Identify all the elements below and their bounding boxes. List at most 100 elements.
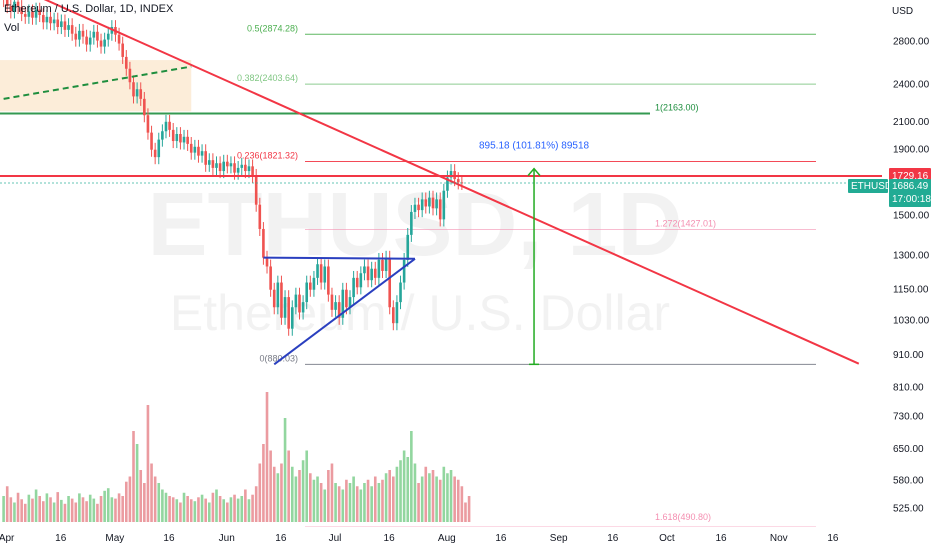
candles (3, 0, 464, 336)
volume-bar (96, 503, 99, 522)
candle-body (392, 307, 395, 324)
volume-bar (417, 483, 420, 522)
time-axis[interactable]: Apr 16 May 16 Jun 16 Jul 16 Aug 16 Sep 16 Oct 16 Nov 16 (0, 527, 932, 550)
price-tick-label: 2400.00 (893, 80, 930, 91)
volume-bar (34, 489, 38, 522)
volume-bar (233, 494, 236, 522)
watermark-name: Ethereum / U.S. Dollar (170, 285, 670, 341)
time-tick-label: Aug (438, 533, 456, 544)
trendlines[interactable] (3, 0, 860, 366)
candle-body (45, 16, 49, 23)
volume-bar (5, 486, 9, 522)
volume-bar (200, 494, 204, 522)
volume-bar (352, 476, 355, 522)
fib-level-label-2: 1(2163.00) (655, 103, 699, 113)
candle-body (395, 302, 399, 324)
volume-bar (388, 470, 392, 522)
volume-bar (139, 470, 143, 522)
volume-bar (41, 501, 45, 522)
highlight-zone (0, 60, 192, 112)
candle-body (341, 289, 345, 318)
volume-bar (31, 498, 34, 522)
candle-body (135, 89, 139, 97)
candle-body (265, 257, 269, 267)
time-tick-label: Oct (659, 533, 675, 544)
price-tick-label: 1030.00 (893, 315, 930, 326)
fib-level-label-1: 0.382(2403.64) (237, 73, 298, 83)
candle-body (16, 1, 20, 7)
volume-bar (197, 497, 200, 522)
volume-bar (146, 405, 150, 522)
volume-bar (269, 450, 272, 522)
volume-bar (9, 497, 13, 522)
candle-body (106, 33, 110, 40)
candle-body (424, 199, 428, 207)
volume-bar (52, 502, 56, 522)
volume-bar (67, 496, 70, 522)
candle-body (272, 289, 276, 308)
volume-bar (171, 497, 175, 522)
candle-body (146, 115, 150, 133)
volume-bar (124, 481, 128, 522)
candle-body (431, 197, 435, 209)
candle-body (175, 134, 179, 142)
volume-bar (438, 479, 442, 522)
candle-body (359, 273, 363, 288)
candle-body (70, 25, 74, 34)
candle-body (355, 277, 359, 288)
price-range-measure[interactable]: 895.18 (101.81%) 89518 (479, 141, 590, 366)
candle-body (276, 282, 280, 308)
price-tick-label: 1900.00 (893, 145, 930, 156)
volume-bar (247, 499, 251, 522)
candle-body (363, 266, 366, 274)
volume-bar (262, 444, 265, 522)
volume-bar (399, 460, 402, 522)
countdown-tag-text: 17:00:18 (892, 194, 931, 205)
axis-currency[interactable]: USD (892, 6, 914, 17)
candle-body (348, 297, 352, 308)
volume-bar (186, 496, 189, 522)
candle-body (406, 234, 410, 260)
candle-body (428, 197, 431, 207)
candle-body (63, 21, 67, 30)
candle-body (305, 282, 309, 303)
volume-bar (305, 450, 309, 522)
price-axis[interactable]: 525.00 580.00 650.00 730.00 810.00 910.00 1030… (884, 0, 932, 550)
candle-body (189, 143, 193, 153)
volume-bar (424, 466, 428, 522)
volume-bar (2, 496, 5, 522)
volume-bar (153, 476, 157, 522)
candle-body (330, 294, 334, 310)
candle-body (399, 282, 402, 303)
candle-body (128, 68, 132, 83)
candle-body (287, 297, 290, 329)
volume-bar (207, 502, 211, 522)
volume-bar (290, 466, 294, 522)
volume-bar (406, 457, 410, 522)
candle-body (139, 89, 143, 99)
volume-bar (179, 502, 182, 522)
time-axis-bg (0, 527, 932, 550)
volume-bar (23, 503, 27, 522)
candle-body (92, 31, 96, 38)
volume-bar (283, 418, 287, 522)
volume-bar (323, 489, 327, 522)
symbol-title[interactable]: Ethereum / U.S. Dollar, 1D, INDEX (4, 3, 174, 15)
candle-body (323, 266, 327, 283)
volume-bar (49, 497, 52, 522)
volume-legend[interactable]: Vol (4, 22, 20, 34)
volume-bar (312, 479, 316, 522)
candle-body (312, 277, 316, 290)
volume-bar (78, 493, 81, 522)
volume-bar (298, 470, 301, 522)
watermark: ETHUSD, 1D Ethereum / U.S. Dollar (147, 175, 682, 341)
price-tick-label: 730.00 (893, 411, 924, 422)
candle-body (200, 151, 204, 156)
candle-body (290, 307, 294, 329)
candle-body (9, 6, 13, 12)
time-tick-label: 16 (55, 533, 67, 544)
volume-bar (319, 483, 323, 522)
candle-body (215, 163, 218, 168)
time-tick-label: May (105, 533, 124, 544)
